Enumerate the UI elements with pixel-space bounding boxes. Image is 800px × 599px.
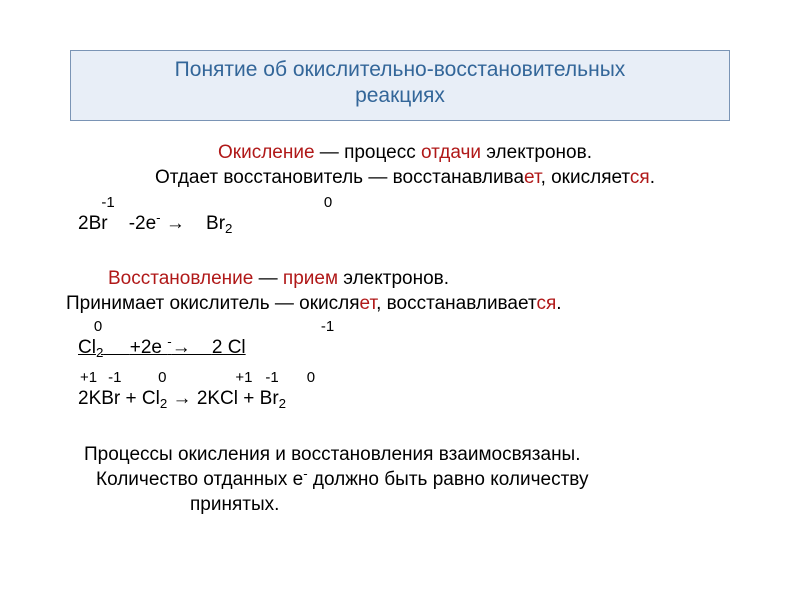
oxidation-sentence: Отдает восстановитель — восстанавливает,… (60, 167, 750, 189)
reduction-sentence: Принимает окислитель — окисляет, восстан… (66, 293, 756, 315)
formula: +2e (130, 337, 168, 358)
arrow: → (172, 337, 212, 358)
sub: 2 (96, 345, 103, 360)
ox-value: -1 (108, 369, 130, 386)
text: — процесс (315, 142, 422, 163)
ox-value: 0 (142, 194, 332, 211)
overall-reaction: 2KBr + Cl2 → 2KCl + Br2 (78, 388, 768, 410)
ox-value: 0 (78, 318, 118, 335)
ox-value: +1 (80, 369, 104, 386)
cl-half-reaction: Cl2 +2e -→ 2 Сl (78, 337, 768, 359)
text-emph: ся (536, 293, 556, 314)
closing-line-3: принятых. (190, 494, 800, 516)
formula: 2Br (78, 213, 108, 234)
text: Количество отданных e (96, 469, 303, 490)
text: должно быть равно количеству (308, 469, 589, 490)
term-action: прием (283, 268, 338, 289)
br-half-reaction: 2Br -2e- → Br2 (78, 213, 768, 235)
sub: 2 (225, 221, 232, 236)
sub: 2 (160, 396, 167, 411)
oxidation-definition: Окисление — процесс отдачи электронов. (60, 142, 750, 164)
term-oxidation: Окисление (218, 142, 315, 163)
ox-value: -1 (257, 369, 279, 386)
arrow: → (161, 213, 206, 234)
arrow: → (167, 388, 197, 409)
sup: - (303, 466, 307, 481)
ox-value: 0 (283, 369, 339, 386)
formula: 2KCl + Br (197, 388, 279, 409)
ox-value: -1 (122, 318, 334, 335)
formula: 2 Сl (212, 337, 246, 358)
title-box: Понятие об окислительно-восстановительны… (70, 50, 730, 121)
ox-numbers-br: -1 0 (78, 194, 332, 211)
text-emph: ет (524, 167, 541, 188)
ox-value: -1 (78, 194, 138, 211)
formula: -2e (129, 213, 156, 234)
closing-line-1: Процессы окисления и восстановления взаи… (84, 444, 774, 466)
text: электронов. (481, 142, 592, 163)
ox-numbers-overall: +1 -1 0 +1 -1 0 (80, 369, 339, 386)
text: электронов. (338, 268, 449, 289)
ox-value: 0 (134, 369, 190, 386)
title-line2: реакциях (355, 84, 445, 107)
text: Процессы окисления и восстановления взаи… (84, 444, 581, 465)
sp (108, 213, 129, 234)
closing-line-2: Количество отданных e- должно быть равно… (96, 469, 786, 491)
term-action: отдачи (421, 142, 481, 163)
sup: - (156, 210, 160, 225)
reduction-definition: Восстановление — прием электронов. (108, 268, 798, 290)
ox-value: +1 (195, 369, 253, 386)
text-emph: ся (630, 167, 650, 188)
formula: Cl (78, 337, 96, 358)
formula: Br (206, 213, 225, 234)
text: . (650, 167, 655, 188)
ox-numbers-cl: 0 -1 (78, 318, 334, 335)
sp (103, 337, 129, 358)
text: , восстанавливает (376, 293, 536, 314)
sub: 2 (279, 396, 286, 411)
title-line1: Понятие об окислительно-восстановительны… (175, 58, 626, 81)
text: . (556, 293, 561, 314)
formula: 2KBr + Cl (78, 388, 160, 409)
text: Принимает окислитель — окисля (66, 293, 360, 314)
text: , окисляет (541, 167, 630, 188)
text: принятых. (190, 494, 279, 515)
text: Отдает восстановитель — восстанавлива (155, 167, 524, 188)
text-emph: ет (360, 293, 377, 314)
text: — (253, 268, 283, 289)
term-reduction: Восстановление (108, 268, 253, 289)
sup: - (167, 334, 171, 349)
